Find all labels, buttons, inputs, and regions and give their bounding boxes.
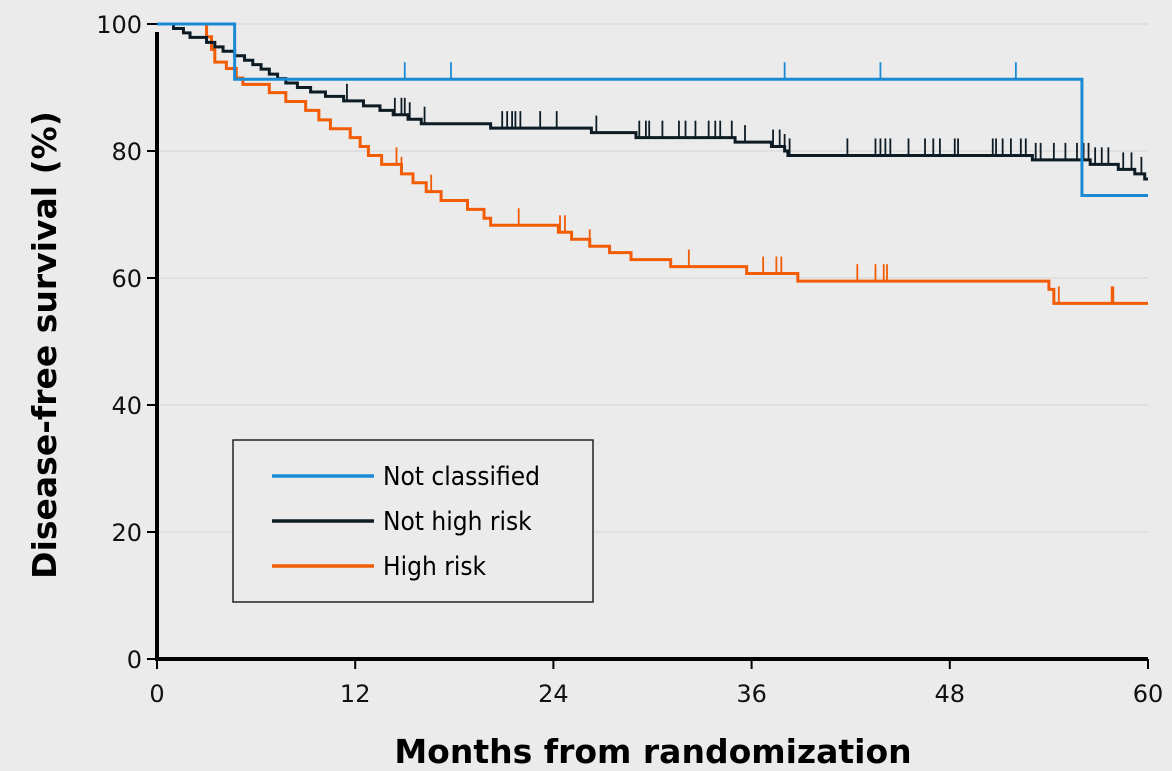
legend-label-not-high-risk: Not high risk (383, 507, 532, 537)
x-tick-label-60: 60 (1133, 680, 1164, 708)
axes (155, 32, 1148, 661)
tick-labels: 0 12 24 36 48 60 0 20 40 60 80 100 (96, 11, 1163, 708)
gridlines (157, 23, 1148, 533)
series-layer (157, 22, 1148, 305)
y-tick-label-20: 20 (111, 519, 142, 547)
x-tick-label-24: 24 (538, 680, 569, 708)
legend: Not classified Not high risk High risk (232, 439, 594, 603)
y-tick-label-40: 40 (111, 392, 142, 420)
x-tick-label-12: 12 (340, 680, 371, 708)
x-axis-title: Months from randomization (394, 732, 911, 771)
x-tick-label-48: 48 (935, 680, 966, 708)
x-tick-label-0: 0 (149, 680, 164, 708)
y-tick-label-100: 100 (96, 11, 142, 39)
series-line-not-high-risk (157, 22, 1148, 181)
y-tick-label-60: 60 (111, 265, 142, 293)
series-line-not-classified (157, 22, 1148, 197)
y-tick-label-0: 0 (127, 646, 142, 674)
y-tick-label-80: 80 (111, 138, 142, 166)
y-axis-title: Disease-free survival (%) (25, 111, 64, 579)
legend-label-not-classified: Not classified (383, 462, 540, 492)
series-line-high-risk (157, 22, 1148, 305)
x-tick-label-36: 36 (736, 680, 767, 708)
legend-label-high-risk: High risk (383, 552, 487, 582)
